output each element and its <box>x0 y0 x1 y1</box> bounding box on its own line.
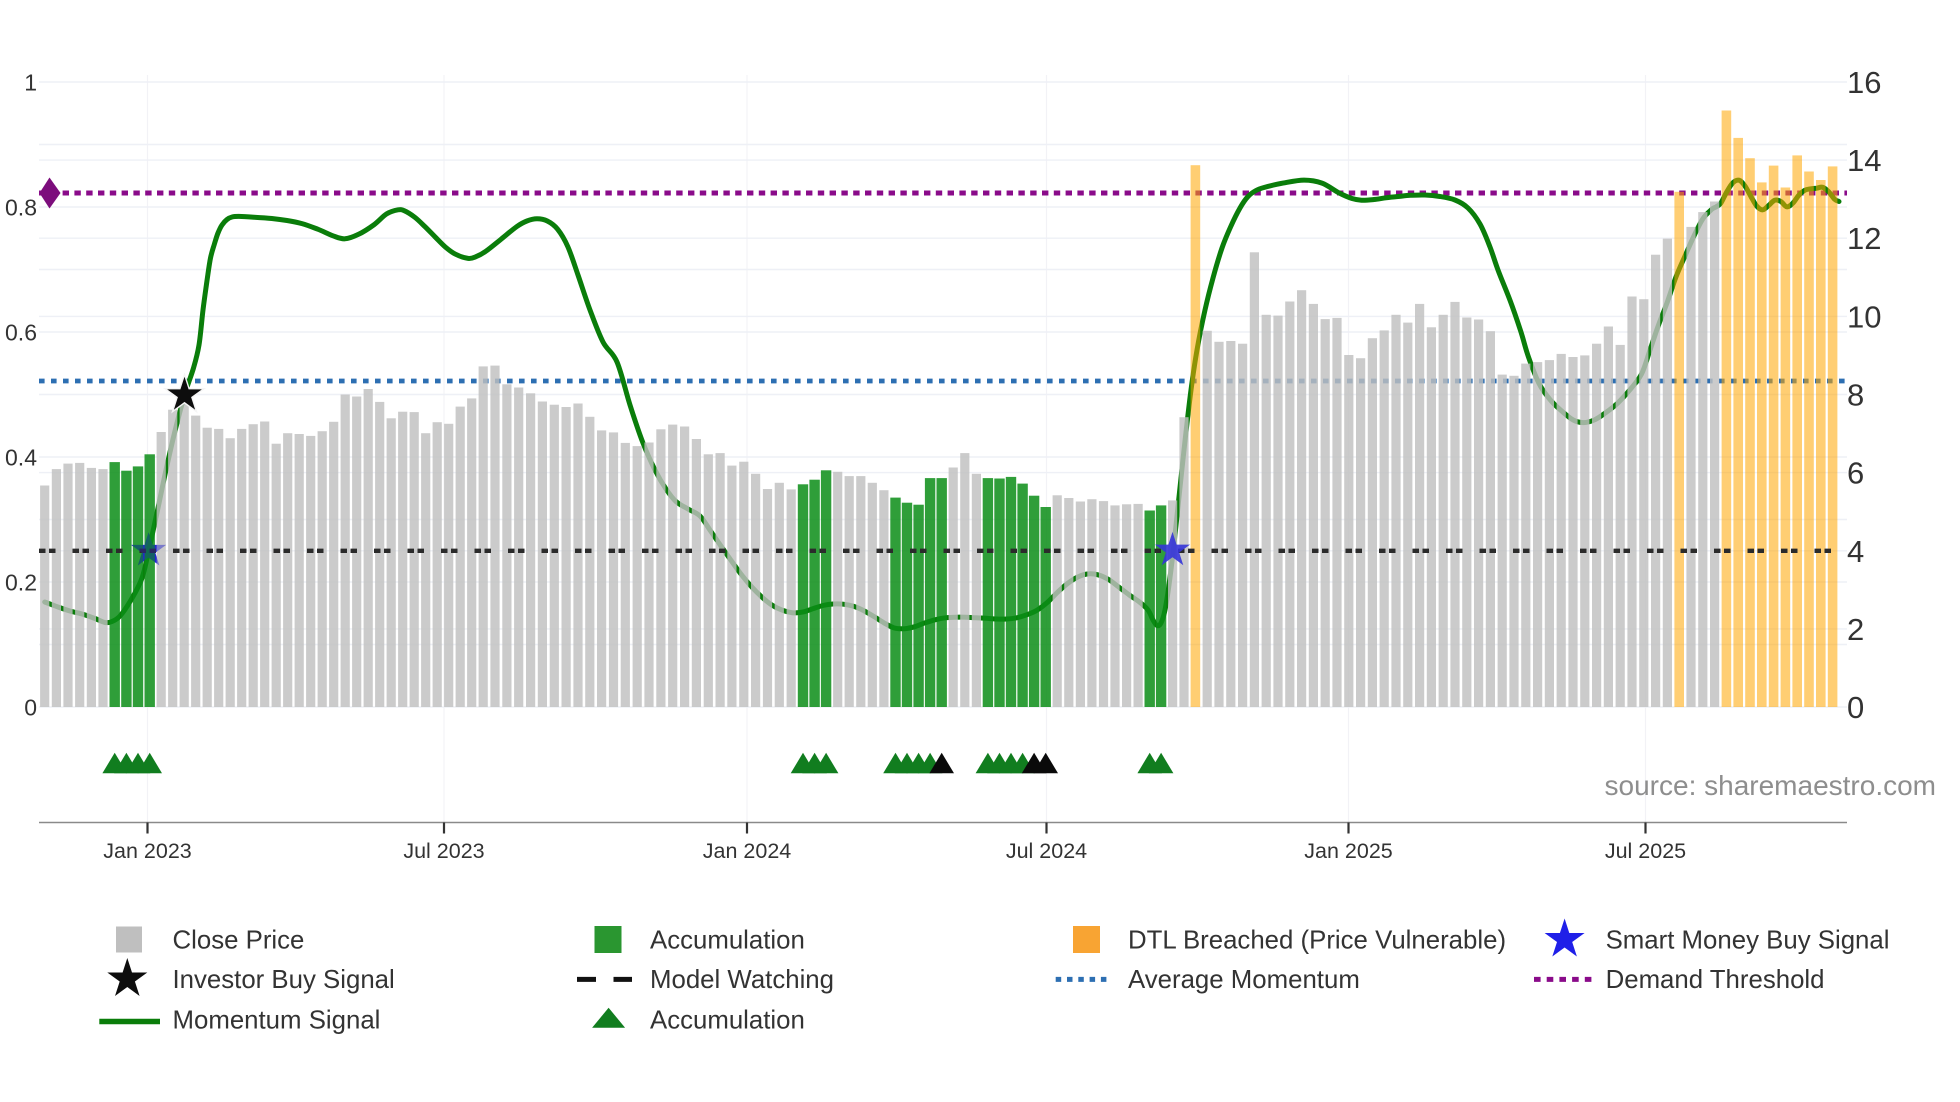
svg-text:12: 12 <box>1847 221 1881 256</box>
svg-text:0.4: 0.4 <box>5 444 37 470</box>
svg-text:0.2: 0.2 <box>5 569 37 595</box>
svg-text:0.8: 0.8 <box>5 194 37 220</box>
svg-text:Model Watching: Model Watching <box>650 966 834 994</box>
svg-text:0: 0 <box>24 694 37 720</box>
svg-text:4: 4 <box>1847 534 1864 569</box>
svg-text:Average Momentum: Average Momentum <box>1128 966 1360 994</box>
svg-text:6: 6 <box>1847 456 1864 491</box>
svg-text:Accumulation: Accumulation <box>650 926 805 954</box>
svg-text:Accumulation: Accumulation <box>650 1006 805 1034</box>
svg-text:Jan 2024: Jan 2024 <box>703 839 792 863</box>
svg-text:DTL Breached (Price Vulnerable: DTL Breached (Price Vulnerable) <box>1128 926 1506 954</box>
svg-text:8: 8 <box>1847 378 1864 413</box>
svg-text:Demand Threshold: Demand Threshold <box>1606 966 1825 994</box>
svg-text:Jan 2025: Jan 2025 <box>1304 839 1393 863</box>
svg-text:Jul 2023: Jul 2023 <box>403 839 484 863</box>
svg-text:Investor Buy Signal: Investor Buy Signal <box>173 966 395 994</box>
svg-text:Close Price: Close Price <box>173 926 305 954</box>
svg-text:16: 16 <box>1847 65 1881 100</box>
svg-text:Smart Money Buy Signal: Smart Money Buy Signal <box>1606 926 1890 954</box>
svg-text:Jul 2024: Jul 2024 <box>1006 839 1087 863</box>
svg-text:source: sharemaestro.com: source: sharemaestro.com <box>1605 770 1936 801</box>
svg-text:1: 1 <box>24 69 37 95</box>
svg-text:Jan 2023: Jan 2023 <box>103 839 192 863</box>
svg-text:0: 0 <box>1847 690 1864 725</box>
svg-text:14: 14 <box>1847 143 1881 178</box>
svg-text:Momentum Signal: Momentum Signal <box>173 1006 381 1034</box>
svg-text:Jul 2025: Jul 2025 <box>1605 839 1686 863</box>
svg-text:2: 2 <box>1847 612 1864 647</box>
svg-text:0.6: 0.6 <box>5 319 37 345</box>
svg-text:10: 10 <box>1847 299 1881 334</box>
